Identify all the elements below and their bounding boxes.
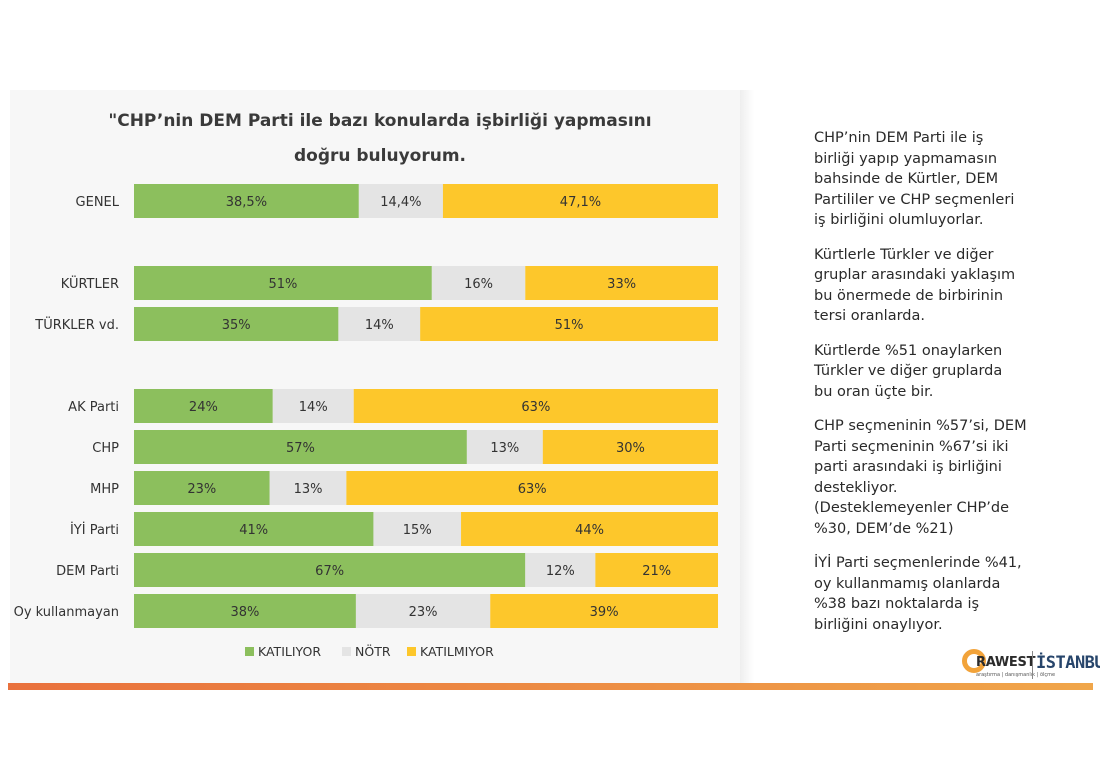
bar-segment xyxy=(134,594,356,628)
bar-segment xyxy=(134,553,526,587)
logo-brand: RAWEST xyxy=(976,655,1036,670)
data-label: 12% xyxy=(546,564,575,579)
rawest-istanbul-logo: RAWEST araştırma | danışmanlık | ölçme İ… xyxy=(962,647,1100,683)
data-label: 23% xyxy=(409,605,438,620)
bar-segment xyxy=(134,389,273,423)
bar-segment xyxy=(338,307,421,341)
legend-swatch xyxy=(342,647,351,656)
bar-segment xyxy=(373,512,462,546)
data-label: 35% xyxy=(222,318,251,333)
commentary-paragraph-1: CHP’nin DEM Parti ile iş birliği yapıp y… xyxy=(814,130,1015,228)
bar-segment xyxy=(525,553,596,587)
data-label: 24% xyxy=(189,400,218,415)
bar-segment xyxy=(134,512,374,546)
commentary: CHP’nin DEM Parti ile iş birliği yapıp y… xyxy=(814,128,1064,649)
bar-segment xyxy=(595,553,718,587)
data-label: 14,4% xyxy=(380,195,421,210)
category-label: DEM Parti xyxy=(56,564,119,579)
data-label: 63% xyxy=(518,482,547,497)
panel-shadow xyxy=(740,90,754,683)
data-label: 47,1% xyxy=(560,195,601,210)
legend-label: KATILIYOR xyxy=(258,644,321,659)
data-label: 14% xyxy=(299,400,328,415)
data-label: 38% xyxy=(231,605,260,620)
bar-segment xyxy=(442,184,718,218)
chart-title: "CHP’nin DEM Parti ile bazı konularda iş… xyxy=(40,104,720,174)
data-label: 41% xyxy=(239,523,268,538)
bar-segment xyxy=(358,184,443,218)
data-label: 33% xyxy=(607,277,636,292)
data-label: 57% xyxy=(286,441,315,456)
bar-segment xyxy=(490,594,718,628)
data-label: 67% xyxy=(315,564,344,579)
data-label: 38,5% xyxy=(226,195,267,210)
bar-segment xyxy=(525,266,718,300)
bar-segment xyxy=(420,307,718,341)
bar-segment xyxy=(542,430,718,464)
bar-segment xyxy=(466,430,543,464)
logo-city: İSTANBUL xyxy=(1036,653,1100,673)
bar-segment xyxy=(134,266,432,300)
category-label: TÜRKLER vd. xyxy=(34,316,119,333)
bar-segment xyxy=(269,471,347,505)
category-label: GENEL xyxy=(76,195,120,210)
commentary-paragraph-5: İYİ Parti seçmenlerinde %41, oy kullanma… xyxy=(814,555,1022,633)
data-label: 13% xyxy=(490,441,519,456)
data-label: 63% xyxy=(521,400,550,415)
commentary-paragraph-4: CHP seçmeninin %57’si, DEM Parti seçmeni… xyxy=(814,418,1027,537)
data-label: 51% xyxy=(555,318,584,333)
bar-segment xyxy=(346,471,718,505)
chart-title-line-2: doğru buluyorum. xyxy=(293,146,467,166)
stacked-bar-chart: GENEL 38,5% 14,4% 47,1% KÜRTLER 51% 16% 33% TÜRK… xyxy=(14,184,718,659)
data-label: 16% xyxy=(464,277,493,292)
data-label: 51% xyxy=(268,277,297,292)
category-label: Oy kullanmayan xyxy=(14,605,119,620)
bar-segment xyxy=(134,307,339,341)
bar-segment xyxy=(134,430,467,464)
bar-segment xyxy=(461,512,718,546)
data-label: 44% xyxy=(575,523,604,538)
legend-swatch xyxy=(407,647,416,656)
data-label: 30% xyxy=(616,441,645,456)
category-label: KÜRTLER xyxy=(61,275,119,292)
legend-swatch xyxy=(245,647,254,656)
bar-segment xyxy=(431,266,526,300)
data-label: 15% xyxy=(403,523,432,538)
data-label: 39% xyxy=(590,605,619,620)
data-label: 21% xyxy=(642,564,671,579)
logo-ring-icon xyxy=(962,649,986,673)
commentary-paragraph-2: Kürtlerle Türkler ve diğer gruplar arası… xyxy=(814,246,1016,325)
category-label: İYİ Parti xyxy=(70,522,119,538)
commentary-paragraph-3: Kürtlerde %51 onaylarken Türkler ve diğe… xyxy=(814,342,1003,400)
legend-label: NÖTR xyxy=(355,643,391,659)
chart-title-line-1: "CHP’nin DEM Parti ile bazı konularda iş… xyxy=(108,111,652,131)
logo-tagline: araştırma | danışmanlık | ölçme xyxy=(976,672,1056,678)
data-label: 13% xyxy=(294,482,323,497)
bar-segment xyxy=(355,594,491,628)
data-label: 14% xyxy=(365,318,394,333)
bar-segment xyxy=(134,184,359,218)
category-label: MHP xyxy=(90,482,119,497)
category-label: CHP xyxy=(92,441,119,456)
bar-segment xyxy=(353,389,718,423)
data-label: 23% xyxy=(187,482,216,497)
bar-segment xyxy=(272,389,354,423)
legend-label: KATILMIYOR xyxy=(420,644,494,659)
logo-separator xyxy=(1032,651,1033,679)
category-label: AK Parti xyxy=(68,400,119,415)
bar-segment xyxy=(134,471,270,505)
bottom-accent-bar xyxy=(8,683,1093,690)
